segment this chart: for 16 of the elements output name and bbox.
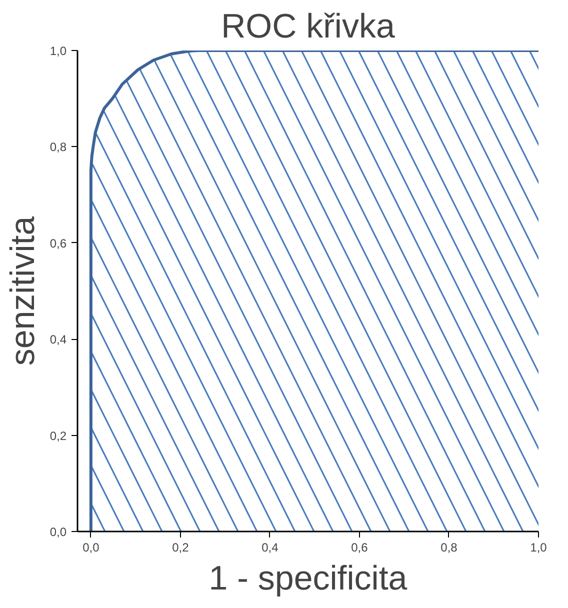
line-series [89,50,538,532]
x-tick-label: 0,0 [82,540,100,554]
y-tick-label: 0,8 [50,140,67,154]
y-tick-label: 0,4 [50,332,67,347]
y-axis-title: senzitivita [4,216,42,366]
x-axis-title: 1 - specificita [208,560,408,598]
x-tick-label: 0,8 [440,540,458,554]
x-tick-label: 0,2 [172,540,190,554]
y-tick-label: 0,0 [50,525,67,539]
x-tick-label: 0,4 [262,540,279,554]
y-tick-label: 0,2 [50,428,67,443]
chart-title: ROC křivka [221,8,395,46]
y-tick-label: 0,6 [50,236,67,250]
y-tick-label: 1,0 [50,44,67,58]
x-tick-label: 0,6 [351,540,368,554]
x-tick-label: 1,0 [530,540,548,554]
